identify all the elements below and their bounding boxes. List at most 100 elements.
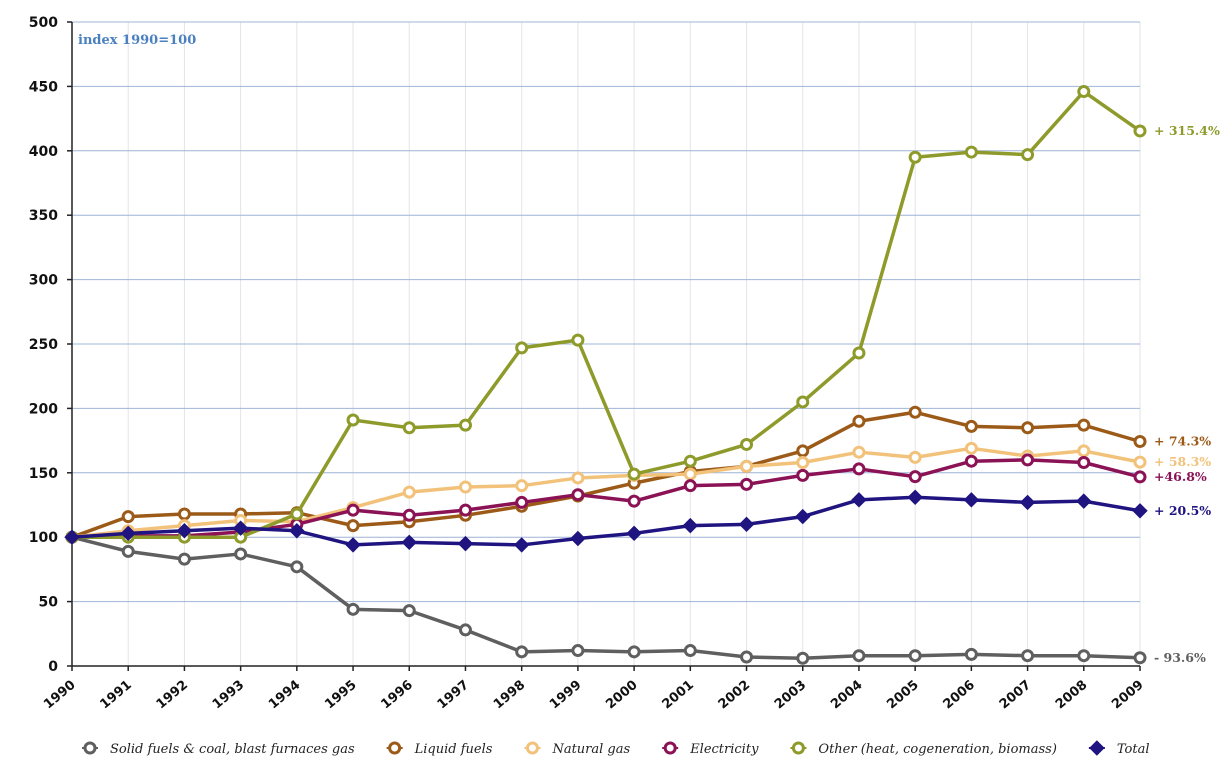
data-point (457, 535, 474, 552)
data-point (290, 507, 304, 521)
data-point (1021, 649, 1035, 663)
data-point (402, 421, 416, 435)
end-label: + 20.5% (1154, 503, 1211, 518)
data-point (627, 467, 641, 481)
data-point (1076, 493, 1092, 509)
data-point (289, 523, 305, 539)
data-point (346, 602, 360, 616)
series-line (71, 458, 1141, 539)
x-tick-label: 1998 (491, 678, 528, 713)
y-tick-label: 250 (29, 337, 58, 353)
data-point (515, 645, 529, 659)
x-tick-label: 2009 (1109, 678, 1146, 713)
data-point (571, 471, 585, 485)
data-point (177, 507, 191, 521)
data-point (852, 649, 866, 663)
data-point (627, 494, 641, 508)
data-point (796, 444, 810, 458)
data-point (626, 525, 642, 542)
legend-label: Electricity (689, 742, 759, 757)
series-line (71, 410, 1141, 539)
data-point (346, 519, 360, 533)
data-point (796, 468, 810, 482)
data-point (627, 645, 641, 659)
data-point (571, 488, 585, 502)
data-point (570, 530, 586, 547)
data-point (795, 508, 811, 525)
x-tick-label: 1999 (547, 678, 584, 713)
legend-item: Total (1088, 740, 1150, 757)
y-tick-label: 100 (29, 530, 58, 546)
y-tick-label: 300 (29, 273, 58, 289)
legend-item: Liquid fuels (386, 741, 493, 757)
data-point (234, 547, 248, 561)
data-point (683, 454, 697, 468)
data-point (683, 644, 697, 658)
data-point (458, 480, 472, 494)
data-point (1133, 435, 1147, 449)
x-tick-label: 1995 (322, 678, 359, 713)
x-tick-label: 2003 (772, 678, 809, 713)
data-point (571, 644, 585, 658)
grid (71, 21, 1141, 667)
y-tick-label: 350 (29, 208, 58, 224)
y-tick-label: 500 (29, 15, 58, 31)
y-tick-label: 50 (39, 595, 59, 611)
data-point (1133, 124, 1147, 138)
data-point (964, 454, 978, 468)
data-point (796, 395, 810, 409)
data-point (1077, 649, 1091, 663)
data-point (290, 560, 304, 574)
data-point (852, 445, 866, 459)
data-point (458, 503, 472, 517)
data-point (346, 503, 360, 517)
x-tick-label: 2006 (941, 678, 978, 713)
x-tick-label: 2002 (716, 678, 753, 713)
x-tick-label: 2007 (997, 678, 1034, 713)
legend-marker (525, 741, 539, 755)
x-tick-label: 1994 (266, 678, 303, 713)
data-point (513, 537, 530, 553)
x-tick-label: 1992 (154, 678, 191, 713)
data-point (1077, 418, 1091, 432)
data-point (402, 604, 416, 618)
data-point (1019, 494, 1036, 511)
data-point (852, 462, 866, 476)
data-point (176, 523, 193, 539)
legend-label: Total (1117, 742, 1150, 757)
data-point (515, 495, 529, 509)
data-point (738, 516, 755, 533)
data-point (121, 544, 135, 558)
data-point (346, 413, 360, 427)
end-label: + 315.4% (1154, 123, 1220, 138)
legend-marker (83, 741, 97, 755)
legend-label: Liquid fuels (414, 742, 493, 757)
data-point (1077, 85, 1091, 99)
data-point (683, 467, 697, 481)
data-point (120, 525, 136, 542)
data-point (121, 510, 135, 524)
data-point (908, 450, 922, 464)
x-tick-label: 1993 (210, 678, 247, 713)
data-point (571, 333, 585, 347)
data-point (683, 479, 697, 493)
legend-marker (663, 741, 677, 755)
data-point (1132, 503, 1148, 519)
data-point (908, 470, 922, 484)
legend-marker (388, 741, 402, 755)
series-line (71, 446, 1141, 539)
series-line (72, 89, 1142, 539)
end-label: - 93.6% (1154, 650, 1206, 665)
data-point (908, 649, 922, 663)
data-point (1021, 421, 1035, 435)
x-tick-label: 2005 (884, 678, 921, 713)
end-label: + 58.3% (1154, 454, 1211, 469)
data-point (908, 150, 922, 164)
data-point (458, 418, 472, 432)
data-point (852, 414, 866, 428)
legend: Solid fuels & coal, blast furnaces gas Li… (82, 740, 1150, 757)
y-tick-label: 0 (48, 659, 58, 675)
legend-label: Other (heat, cogeneration, biomass) (818, 742, 1056, 757)
